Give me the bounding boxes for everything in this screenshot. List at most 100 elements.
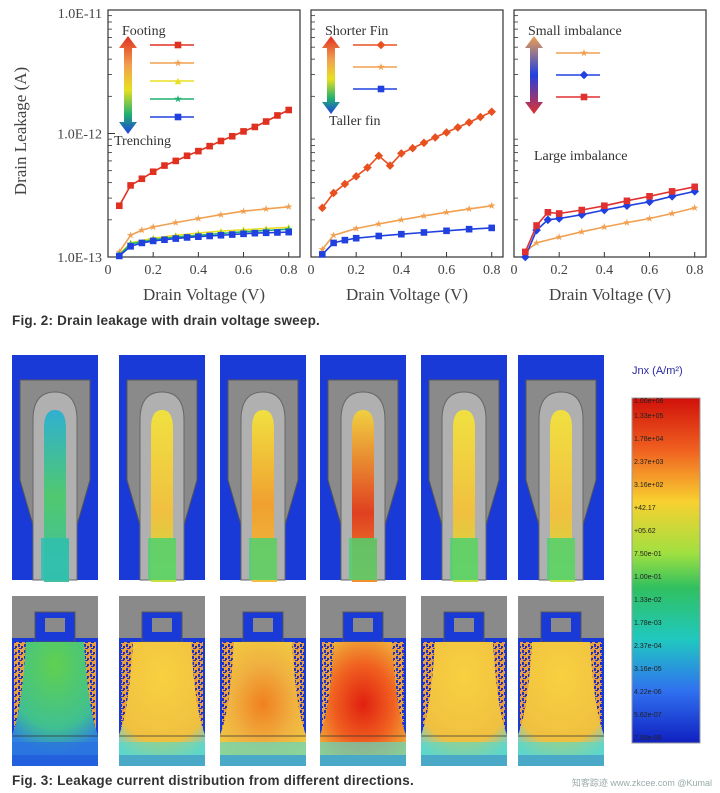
colorbar-tick-label: 1.00e+06 [634,398,663,405]
data-point [645,197,654,207]
data-point [533,222,540,229]
data-point [430,133,440,142]
x-tick-label: 0.4 [393,263,411,278]
data-point [206,142,213,150]
data-point [206,232,213,240]
leakage-distribution [320,642,406,755]
legend-marker [580,93,588,101]
data-point [341,236,349,244]
gate-core [353,618,373,632]
gate-core [551,618,571,632]
legend-marker [580,49,588,57]
data-point [274,112,281,119]
legend-marker [174,59,182,67]
data-point [251,229,259,237]
data-point [138,239,146,247]
data-point [126,231,135,239]
fin-map-top-2 [119,355,205,582]
data-point [385,161,395,170]
data-point [330,239,337,247]
data-point [623,197,631,205]
data-point [443,227,450,235]
legend-top-label: Small imbalance [528,24,622,39]
series-1 [317,107,497,213]
data-point [476,112,485,122]
data-point [600,223,609,231]
fin-map-top-5 [421,355,507,582]
gate-core [253,618,273,632]
fin-map-bottom-5 [421,596,507,766]
colorbar-tick-label: 7.50e-01 [634,551,662,558]
data-point [397,149,406,158]
series-line [321,111,493,209]
x-tick-label: 0.2 [347,263,365,278]
colorbar-tick-label: +42.17 [634,505,656,512]
data-point [138,226,146,234]
series-3 [521,183,699,256]
plot-frame [107,9,301,258]
series-3 [318,224,496,258]
data-point [544,209,552,216]
series-line [118,206,289,253]
plot-frame [310,9,504,258]
series-2 [520,187,700,262]
x-tick-label: 0 [308,263,315,278]
legend-gradient-arrow [119,36,137,134]
fin-base [450,538,478,580]
x-tick-label: 0.6 [438,263,456,278]
fin-base [547,538,575,580]
legend-marker [174,113,182,121]
colorbar-title: Jnx (A/m²) [632,365,683,377]
data-point [149,223,157,231]
data-point [668,188,676,195]
data-point [555,210,563,217]
data-point [398,230,405,238]
data-point [115,252,123,260]
data-point [521,248,529,256]
x-tick-label: 0.8 [483,263,501,278]
data-point [453,123,463,132]
data-point [240,128,247,135]
data-point [555,233,563,241]
chart-panel-1: 1.0E-11 1.0E-12 1.0E-130 0.2 0.4 0.6 0.8 Drain … [57,7,301,304]
series-1 [115,106,293,210]
data-point [240,230,247,238]
substrate [220,742,306,766]
data-point [195,233,202,241]
series-5 [115,228,293,260]
data-point [622,201,632,211]
data-point [578,206,586,214]
data-point [285,106,293,114]
data-point [172,235,180,242]
plot-frame [513,9,707,258]
legend-gradient-arrow [525,36,543,114]
data-point [420,229,428,236]
watermark-text: 知客踪迹 www.zkcee.com @Kumal [571,778,712,788]
data-point [329,188,338,198]
fin-map-bottom-6 [518,596,604,766]
data-point [601,202,608,210]
y-tick-label: 1.0E-13 [57,251,102,266]
x-tick-label: 0.4 [190,263,208,278]
x-tick-label: 0.2 [550,263,568,278]
colorbar-tick-label: 4.22e-06 [634,689,662,696]
x-axis-title: Drain Voltage (V) [346,285,468,304]
data-point [183,234,191,241]
fig3-caption: Fig. 3: Leakage current distribution fro… [12,773,414,788]
data-point [127,182,134,189]
leakage-distribution [12,642,98,755]
legend-marker [579,70,589,80]
legend: Shorter Fin Taller fin [322,24,397,129]
data-point [228,132,236,140]
colorbar-tick-label: 1.78e+04 [634,436,663,443]
legend-bottom-label: Trenching [114,134,171,149]
data-point [217,137,225,145]
y-tick-label: 1.0E-11 [58,7,102,22]
data-point [127,243,134,250]
substrate [518,742,604,766]
x-axis-title: Drain Voltage (V) [549,285,671,304]
series-line [118,231,289,257]
data-point [239,207,248,215]
x-tick-label: 0.2 [144,263,162,278]
legend-bottom-label: Taller fin [329,114,381,129]
